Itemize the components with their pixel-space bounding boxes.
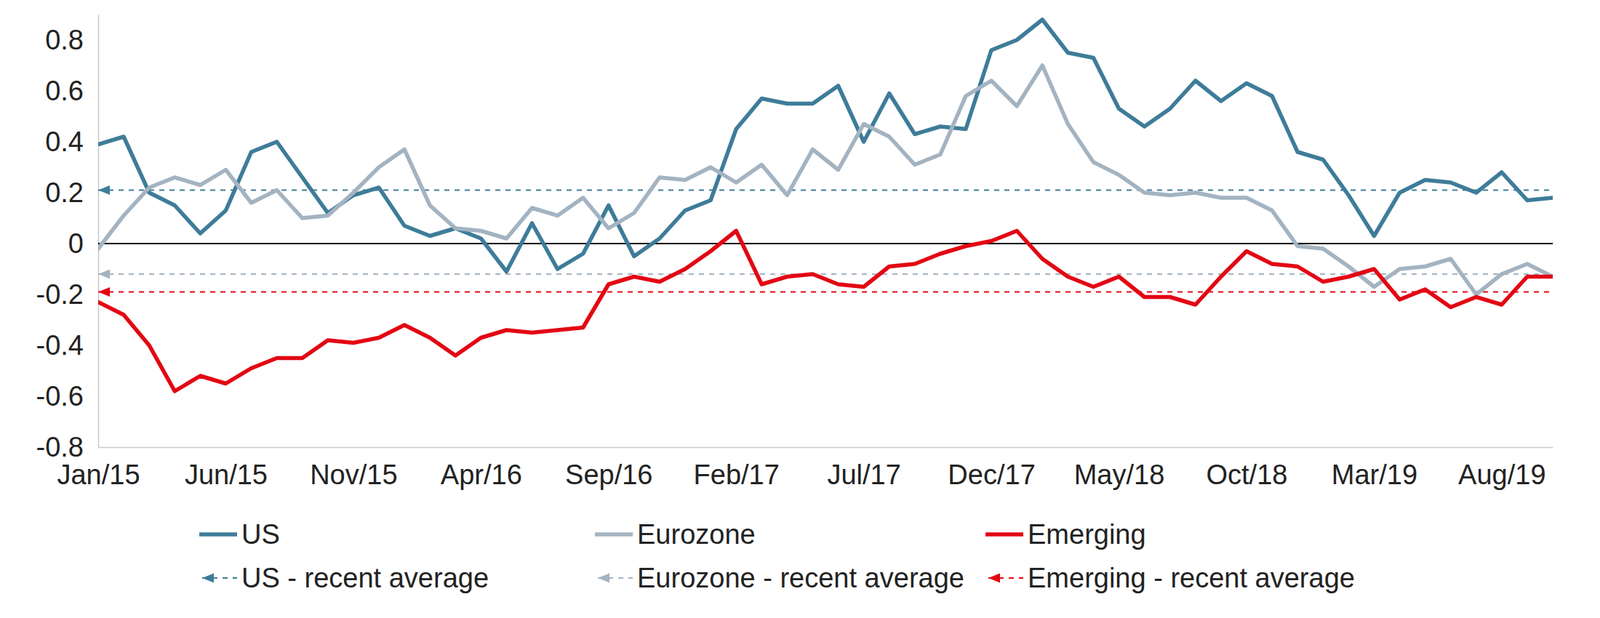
- y-tick-label: 0: [68, 228, 84, 259]
- x-tick-label: Dec/17: [947, 459, 1035, 491]
- y-axis: -0.8 -0.6 -0.4 -0.2 0 0.2 0.4 0.6 0.8: [36, 15, 99, 463]
- x-tick-label: Sep/16: [565, 459, 653, 491]
- y-tick-label: 0.8: [45, 24, 84, 56]
- y-tick-label: -0.8: [36, 432, 84, 463]
- y-tick-label: 0.4: [45, 126, 84, 158]
- x-tick: Mar/19: [1331, 447, 1418, 491]
- x-tick-label: Apr/16: [440, 459, 523, 491]
- legend-label: Emerging: [1027, 519, 1147, 550]
- legend-label: Eurozone: [637, 519, 756, 550]
- legend-label: Emerging - recent average: [1027, 562, 1355, 594]
- y-tick-label: 0.6: [45, 75, 84, 107]
- x-tick-label: Oct/18: [1205, 459, 1288, 491]
- legend-item: US: [199, 519, 280, 550]
- y-tick: 0.4: [45, 126, 99, 158]
- y-tick: -0.8: [36, 432, 99, 463]
- x-tick: Sep/16: [565, 447, 653, 491]
- legend-item: Eurozone: [594, 519, 756, 550]
- legend-swatch: [985, 532, 1024, 537]
- average-line: [98, 290, 1553, 293]
- y-tick-label: -0.2: [36, 279, 84, 310]
- x-tick-label: Mar/19: [1331, 459, 1418, 491]
- x-tick-label: Jan/15: [56, 459, 140, 491]
- legend-swatch: [202, 577, 238, 579]
- x-tick: Nov/15: [309, 447, 398, 491]
- legend-swatch: [199, 532, 238, 537]
- legend: US Eurozone Emerging US - recent average Eur…: [199, 519, 1355, 594]
- x-tick-label: Nov/15: [309, 459, 398, 491]
- y-tick: 0.8: [45, 24, 99, 56]
- legend-swatch: [594, 532, 633, 537]
- legend-swatch: [597, 577, 633, 579]
- y-tick-label: -0.4: [36, 330, 84, 361]
- y-tick: -0.2: [36, 279, 99, 310]
- series-line: [98, 65, 1553, 295]
- x-tick-label: Jun/15: [184, 459, 268, 491]
- x-tick: Jan/15: [56, 447, 140, 491]
- x-tick: Dec/17: [947, 447, 1035, 491]
- legend-item: Eurozone - recent average: [597, 562, 965, 594]
- x-axis-line: [98, 447, 1554, 449]
- x-tick: May/18: [1074, 447, 1166, 491]
- average-line: [98, 189, 1553, 191]
- y-tick-label: -0.6: [36, 381, 84, 412]
- x-tick: Aug/19: [1458, 447, 1546, 491]
- y-tick: 0: [68, 228, 99, 259]
- x-tick-label: Feb/17: [693, 459, 780, 491]
- legend-item: US - recent average: [202, 562, 489, 594]
- x-axis: Jan/15 Jun/15 Nov/15 Apr/16 Sep/16 Feb/17 Jul/…: [56, 447, 1553, 491]
- series-line: [98, 231, 1553, 392]
- plot-lines: [98, 19, 1553, 392]
- y-tick-label: 0.2: [45, 177, 84, 208]
- y-tick: 0.6: [45, 75, 99, 107]
- chart: -0.8 -0.6 -0.4 -0.2 0 0.2 0.4 0.6 0.8 Jan/15 Jun/1…: [0, 0, 1600, 618]
- legend-item: Emerging - recent average: [988, 562, 1355, 594]
- legend-label: Eurozone - recent average: [637, 562, 965, 594]
- y-axis-line: [98, 15, 100, 448]
- x-tick: Jun/15: [184, 447, 268, 491]
- average-line: [98, 273, 1553, 275]
- legend-label: US: [241, 519, 280, 550]
- y-tick: -0.4: [36, 330, 99, 361]
- x-tick: Feb/17: [693, 447, 780, 491]
- legend-swatch: [988, 577, 1024, 579]
- x-tick: Jul/17: [826, 447, 901, 491]
- x-tick: Apr/16: [440, 447, 523, 491]
- legend-label: US - recent average: [241, 562, 489, 594]
- legend-item: Emerging: [985, 519, 1147, 550]
- y-tick: -0.6: [36, 381, 99, 412]
- x-tick: Oct/18: [1205, 447, 1288, 491]
- x-tick-label: Aug/19: [1458, 459, 1546, 491]
- x-tick-label: May/18: [1074, 459, 1166, 491]
- series-line: [98, 19, 1553, 272]
- x-tick-label: Jul/17: [826, 459, 901, 491]
- y-tick: 0.2: [45, 177, 99, 208]
- zero-line: [98, 242, 1553, 245]
